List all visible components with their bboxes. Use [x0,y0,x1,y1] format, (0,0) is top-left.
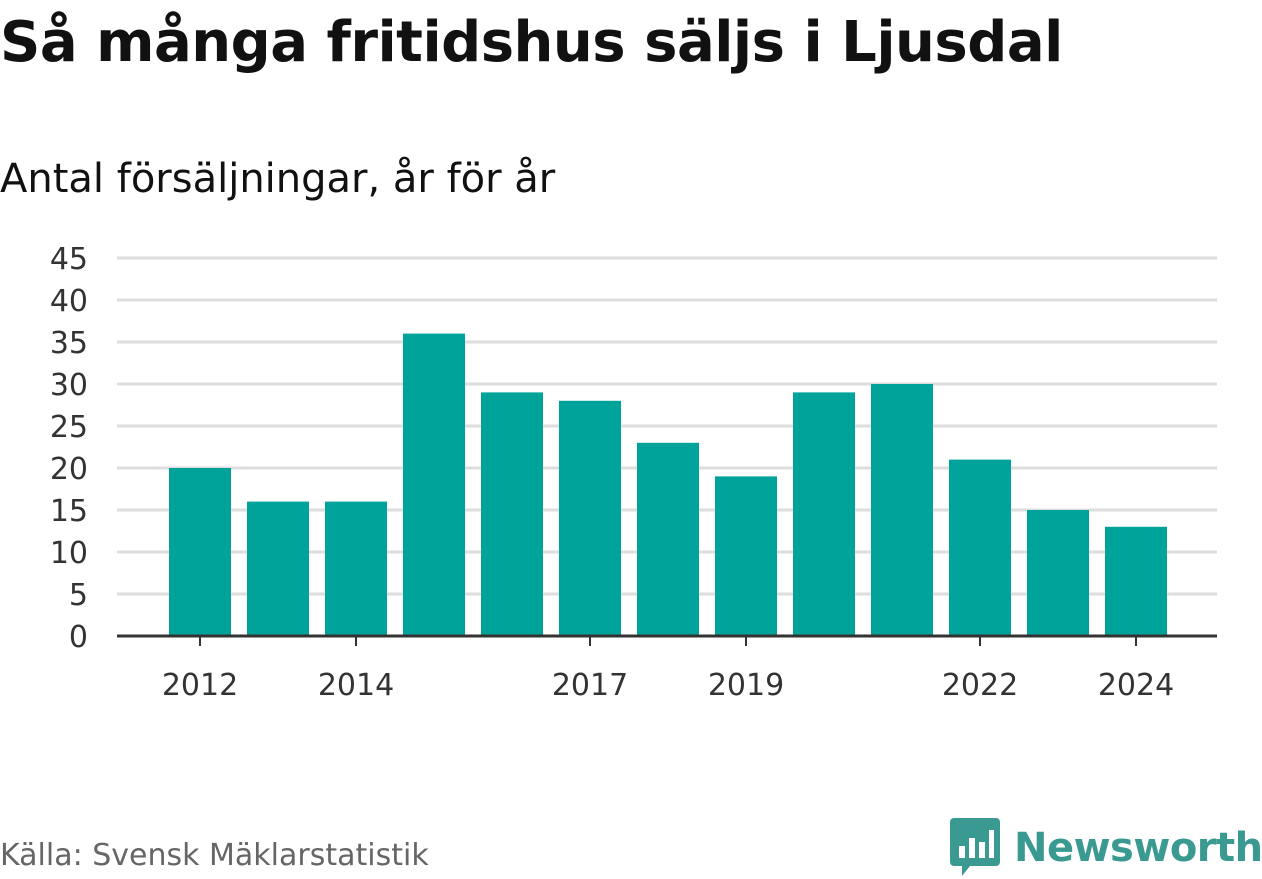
bar-chart-speech-bubble-icon [950,818,1000,876]
bar-2012 [169,468,231,636]
brand-logo: Newsworthy [950,818,1262,878]
bar-2020 [793,392,855,636]
y-tick-label: 30 [50,368,88,403]
y-tick-label: 35 [50,326,88,361]
x-tick-label: 2012 [162,668,238,703]
bar-2017 [559,400,621,636]
bar-2024 [1105,526,1167,636]
bar-2015 [403,333,465,636]
x-tick-label: 2019 [708,668,784,703]
x-tick-label: 2017 [552,668,628,703]
x-tick-label: 2014 [318,668,394,703]
y-tick-label: 45 [50,242,88,277]
y-tick-label: 5 [69,578,88,613]
chart-subtitle: Antal försäljningar, år för år [0,156,556,202]
bar-2016 [481,392,543,636]
y-tick-label: 20 [50,452,88,487]
y-tick-label: 0 [69,620,88,655]
bar-2013 [247,501,309,636]
bar-2023 [1027,510,1089,636]
x-tick-label: 2024 [1098,668,1174,703]
source-note: Källa: Svensk Mäklarstatistik [0,838,429,873]
chart-title: Så många fritidshus säljs i Ljusdal [0,10,1063,75]
bar-2014 [325,501,387,636]
y-tick-label: 40 [50,284,88,319]
y-tick-label: 15 [50,494,88,529]
x-tick-label: 2022 [942,668,1018,703]
bar-2021 [871,384,933,636]
y-tick-label: 25 [50,410,88,445]
bar-2022 [949,459,1011,636]
y-tick-label: 10 [50,536,88,571]
brand-name: Newsworthy [1014,825,1262,871]
bar-2018 [637,442,699,636]
bar-2019 [715,476,777,636]
